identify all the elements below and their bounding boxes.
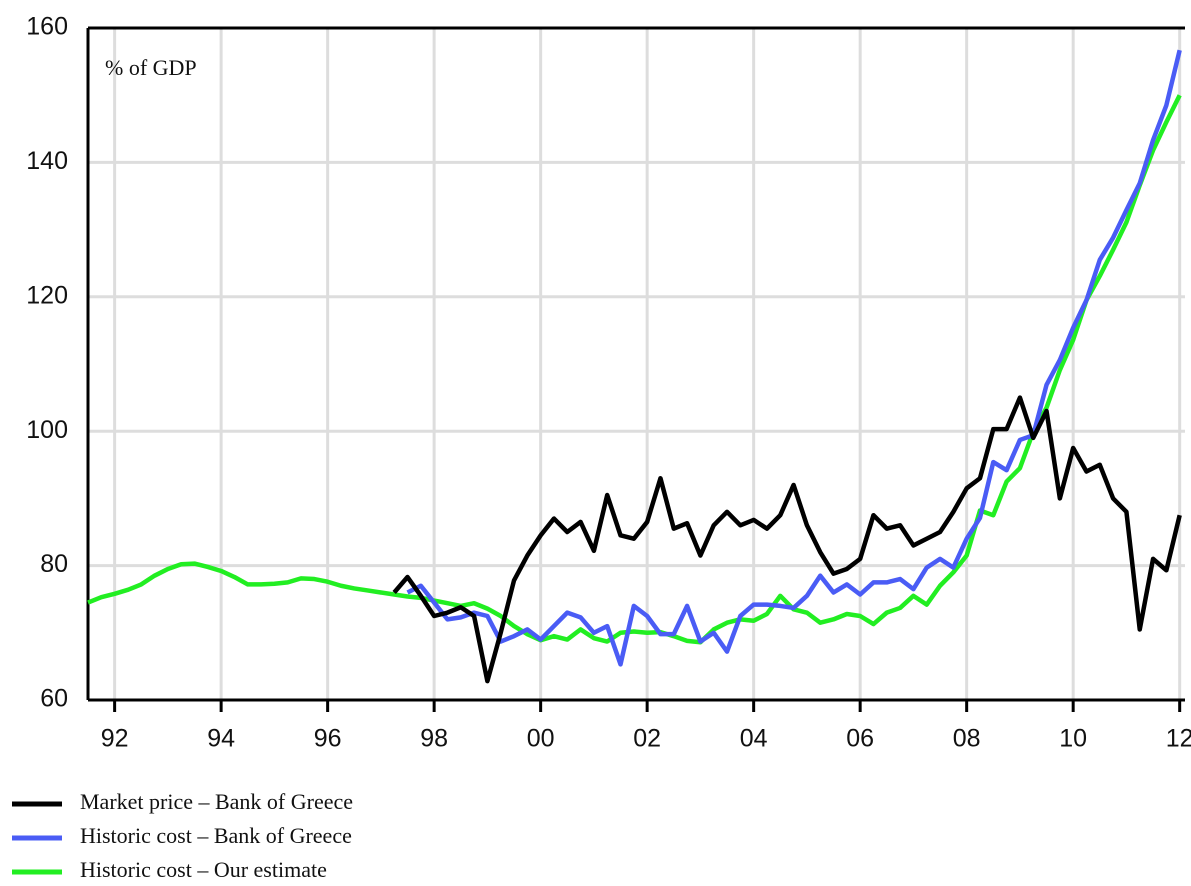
y-tick-label: 160 [26,13,68,41]
y-tick-label: 100 [26,416,68,444]
legend-label: Market price – Bank of Greece [80,789,353,814]
x-tick-label: 98 [420,725,448,753]
y-tick-label: 80 [40,550,68,578]
y-tick-label: 60 [40,685,68,713]
series-line [406,49,1182,667]
x-tick-label: 02 [633,725,661,753]
annotation: % of GDP [105,55,197,80]
x-tick-label: 10 [1059,725,1087,753]
x-tick-label: 12 [1166,725,1191,753]
legend-label: Historic cost – Our estimate [80,857,327,882]
x-tick-label: 92 [101,725,129,753]
series-line [87,94,1182,645]
x-tick-label: 08 [953,725,981,753]
x-tick-label: 94 [207,725,235,753]
x-tick-label: 00 [527,725,555,753]
x-tick-label: 96 [314,725,342,753]
x-tick-label: 06 [846,725,874,753]
y-tick-label: 140 [26,147,68,175]
y-tick-label: 120 [26,281,68,309]
grid [88,26,1185,702]
legend-label: Historic cost – Bank of Greece [80,823,352,848]
x-tick-label: 04 [740,725,768,753]
series-line [392,395,1182,684]
